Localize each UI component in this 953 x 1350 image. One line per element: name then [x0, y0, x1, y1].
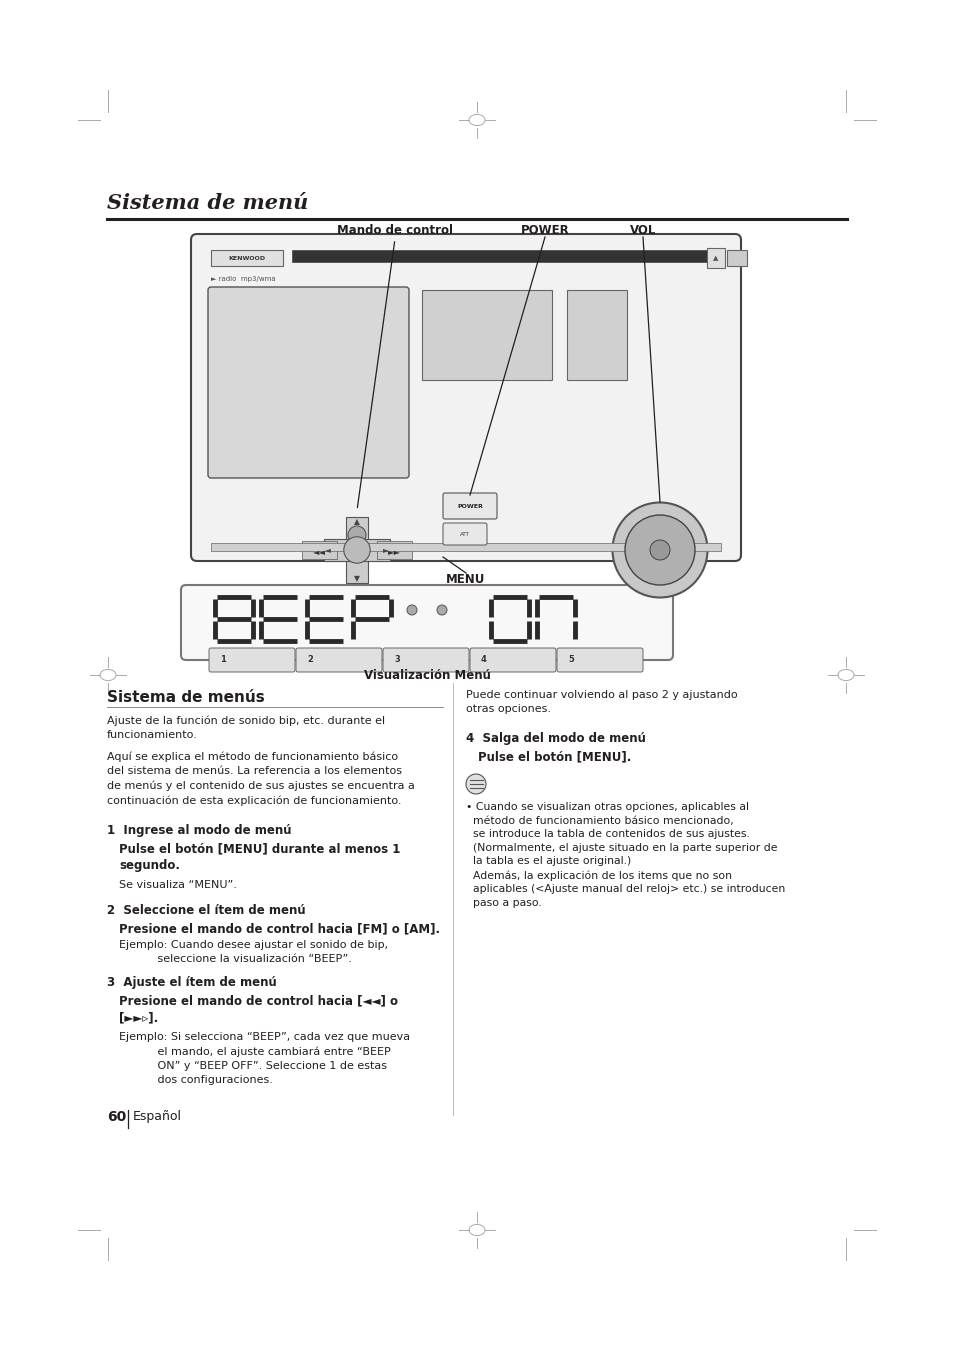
- Ellipse shape: [348, 526, 366, 544]
- Text: 5: 5: [567, 656, 574, 664]
- Text: ◄: ◄: [325, 545, 331, 555]
- Text: 3: 3: [394, 656, 399, 664]
- Text: VOL: VOL: [629, 224, 656, 238]
- Ellipse shape: [612, 502, 707, 598]
- Bar: [292, 250, 721, 262]
- Bar: [211, 250, 283, 266]
- Ellipse shape: [343, 537, 370, 563]
- Text: ▲: ▲: [354, 517, 359, 526]
- Text: Pulse el botón [MENU] durante al menos 1
segundo.: Pulse el botón [MENU] durante al menos 1…: [119, 842, 400, 872]
- Ellipse shape: [465, 774, 485, 794]
- Text: ►►: ►►: [388, 548, 400, 556]
- Bar: [346, 517, 368, 583]
- Text: POWER: POWER: [456, 504, 482, 509]
- FancyBboxPatch shape: [181, 585, 672, 660]
- Bar: [566, 290, 626, 379]
- FancyBboxPatch shape: [209, 648, 294, 672]
- Bar: [324, 539, 390, 562]
- Text: Ejemplo: Cuando desee ajustar el sonido de bip,
           seleccione la visuali: Ejemplo: Cuando desee ajustar el sonido …: [119, 940, 388, 964]
- Text: • Cuando se visualizan otras opciones, aplicables al
  método de funcionamiento : • Cuando se visualizan otras opciones, a…: [465, 802, 784, 909]
- FancyBboxPatch shape: [382, 648, 469, 672]
- Text: 4: 4: [480, 656, 486, 664]
- Bar: [726, 250, 746, 266]
- Text: ►: ►: [382, 545, 388, 555]
- Text: 60: 60: [107, 1110, 126, 1125]
- Ellipse shape: [649, 540, 669, 560]
- Text: ▲: ▲: [713, 255, 718, 261]
- Text: ◄◄: ◄◄: [313, 548, 326, 556]
- Text: 2: 2: [307, 656, 313, 664]
- FancyBboxPatch shape: [191, 234, 740, 562]
- Ellipse shape: [407, 605, 416, 616]
- Text: Ejemplo: Si selecciona “BEEP”, cada vez que mueva
           el mando, el ajuste: Ejemplo: Si selecciona “BEEP”, cada vez …: [119, 1031, 410, 1085]
- Text: 1: 1: [220, 656, 226, 664]
- Bar: [211, 543, 720, 551]
- Bar: [706, 248, 724, 269]
- Text: 3  Ajuste el ítem de menú: 3 Ajuste el ítem de menú: [107, 976, 276, 990]
- Text: Pulse el botón [MENU].: Pulse el botón [MENU].: [477, 751, 631, 763]
- Text: Español: Español: [132, 1110, 182, 1123]
- FancyBboxPatch shape: [442, 493, 497, 518]
- Text: Visualización Menú: Visualización Menú: [363, 670, 490, 682]
- Text: MENU: MENU: [446, 572, 485, 586]
- Text: Se visualiza “MENU”.: Se visualiza “MENU”.: [119, 880, 236, 890]
- Text: Puede continuar volviendo al paso 2 y ajustando
otras opciones.: Puede continuar volviendo al paso 2 y aj…: [465, 690, 737, 714]
- Text: Mando de control: Mando de control: [336, 224, 453, 238]
- Text: Aquí se explica el método de funcionamiento básico
del sistema de menús. La refe: Aquí se explica el método de funcionamie…: [107, 752, 415, 806]
- Text: POWER: POWER: [520, 224, 569, 238]
- Text: 1  Ingrese al modo de menú: 1 Ingrese al modo de menú: [107, 824, 292, 837]
- Text: ATT: ATT: [459, 532, 470, 536]
- Text: 4  Salga del modo de menú: 4 Salga del modo de menú: [465, 732, 645, 745]
- Ellipse shape: [624, 514, 695, 585]
- FancyBboxPatch shape: [295, 648, 381, 672]
- Bar: [421, 290, 552, 379]
- FancyBboxPatch shape: [442, 522, 486, 545]
- Ellipse shape: [436, 605, 447, 616]
- Text: KENWOOD: KENWOOD: [228, 255, 265, 261]
- FancyBboxPatch shape: [470, 648, 556, 672]
- Text: ► radio  mp3/wma: ► radio mp3/wma: [211, 275, 275, 282]
- Text: Presione el mando de control hacia [◄◄] o
[►►▹].: Presione el mando de control hacia [◄◄] …: [119, 994, 397, 1025]
- Bar: [376, 541, 412, 559]
- Text: Sistema de menú: Sistema de menú: [107, 193, 308, 213]
- Text: 2  Seleccione el ítem de menú: 2 Seleccione el ítem de menú: [107, 904, 305, 917]
- FancyBboxPatch shape: [208, 288, 409, 478]
- Text: Sistema de menús: Sistema de menús: [107, 690, 265, 705]
- Text: Ajuste de la función de sonido bip, etc. durante el
funcionamiento.: Ajuste de la función de sonido bip, etc.…: [107, 716, 385, 741]
- FancyBboxPatch shape: [557, 648, 642, 672]
- Bar: [302, 541, 336, 559]
- Text: Presione el mando de control hacia [FM] o [AM].: Presione el mando de control hacia [FM] …: [119, 922, 439, 936]
- Text: ▼: ▼: [354, 574, 359, 583]
